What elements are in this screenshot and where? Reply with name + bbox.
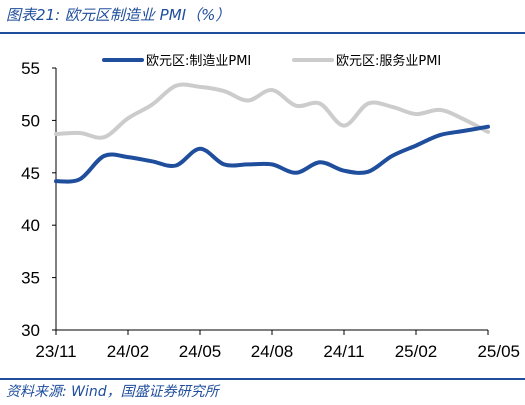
axes: 30 35 40 45 50 55 23/11 24/02 24/05 24/08 24/11 25/… [21,59,520,361]
y-tick-label: 35 [21,269,40,288]
y-tick-label: 50 [21,111,40,130]
figure-title: 图表21: 欧元区制造业 PMI（%） [6,6,231,24]
figure-source: 资料来源: Wind，国盛证券研究所 [6,384,219,400]
y-tick-label: 55 [21,59,40,78]
x-tick-label: 24/02 [107,342,150,361]
x-tick-label: 23/11 [35,342,76,361]
x-tick-label: 24/11 [323,342,364,361]
y-tick-label: 30 [21,321,40,340]
legend-label-1: 欧元区:服务业PMI [336,53,441,69]
legend-label-0: 欧元区:制造业PMI [146,54,251,69]
source-divider [0,378,525,380]
x-tick-label: 25/05 [477,342,520,361]
y-tick-label: 40 [21,216,40,235]
x-tick-label: 24/08 [251,342,294,361]
series-line-1 [54,82,490,140]
y-tick-label: 45 [21,164,40,183]
series-lines [54,82,490,184]
title-divider [0,32,525,34]
x-tick-label: 25/02 [395,342,438,361]
legend: 欧元区:制造业PMI 欧元区:服务业PMI [102,53,441,69]
x-tick-label: 24/05 [179,342,222,361]
series-line-0 [54,124,490,184]
